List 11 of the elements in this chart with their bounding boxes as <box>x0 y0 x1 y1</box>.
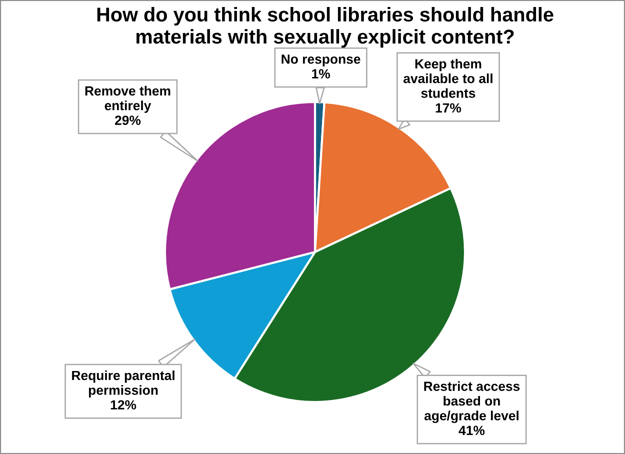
data-label: 1% <box>312 69 330 78</box>
data-label: 17% <box>436 103 462 113</box>
data-label: 29% <box>114 116 141 125</box>
slice-label: Remove them entirely <box>85 86 170 113</box>
slice-label: Require parental permission <box>72 370 174 398</box>
slice-label: Restrict access based on age/grade level <box>424 381 520 424</box>
slice-label: Keep them available to all students <box>404 58 492 98</box>
chart-title: How do you think school libraries should handle materials with sexually explicit content? <box>97 7 554 48</box>
slice-label: No response <box>282 54 360 66</box>
data-label: 41% <box>458 426 485 436</box>
data-label: 12% <box>110 400 136 410</box>
